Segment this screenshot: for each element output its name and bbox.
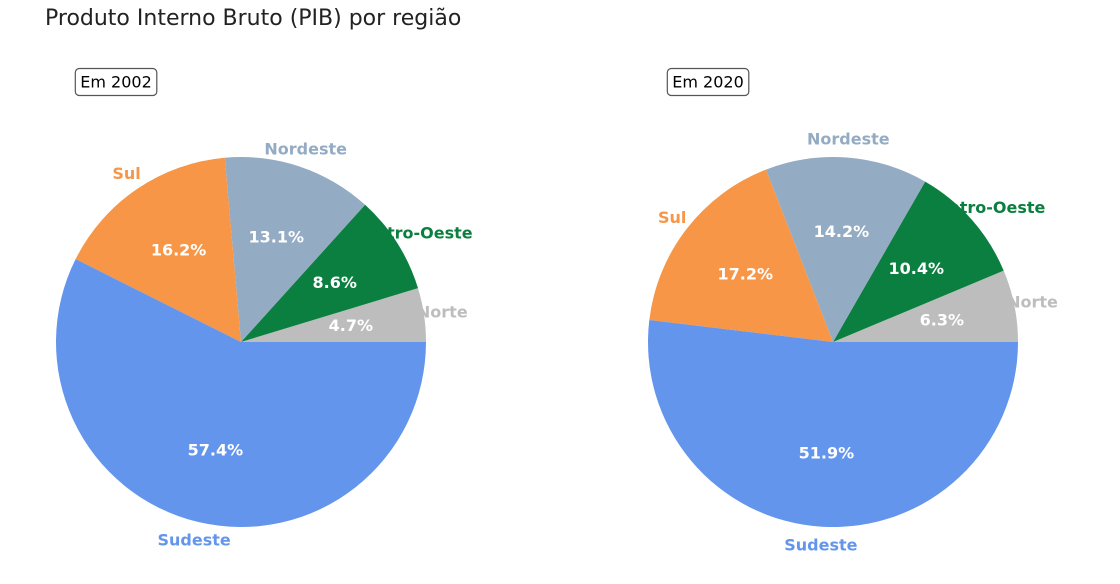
category-label-norte: Norte — [417, 303, 468, 322]
pie-slice-centro-oeste — [833, 181, 1004, 342]
category-label-sudeste: Sudeste — [784, 536, 857, 555]
chart-subtitle-text: Em 2020 — [672, 73, 744, 92]
category-label-nordeste: Nordeste — [264, 140, 347, 159]
pie-slice-sudeste — [56, 259, 427, 528]
category-label-sudeste: Sudeste — [157, 531, 230, 550]
category-label-sul: Sul — [658, 208, 686, 227]
percent-label-sul: 17.2% — [718, 265, 774, 284]
percent-label-norte: 4.7% — [329, 316, 373, 335]
percent-label-centro-oeste: 8.6% — [313, 273, 357, 292]
percent-label-norte: 6.3% — [920, 311, 964, 330]
page-title: Produto Interno Bruto (PIB) por região — [45, 6, 462, 31]
pie-slice-centro-oeste — [241, 204, 418, 342]
chart-subtitle-2: Em 2020 — [666, 67, 750, 97]
pie-chart-2: 6.3% Norte 10.4% Centro-Oeste 14.2% Nordeste 1… — [648, 67, 1058, 555]
category-label-norte: Norte — [1007, 293, 1058, 312]
pie-slice-nordeste — [765, 157, 926, 342]
percent-label-sul: 16.2% — [151, 241, 207, 260]
category-label-sul: Sul — [112, 164, 140, 183]
percent-label-sudeste: 57.4% — [188, 441, 244, 460]
percent-label-nordeste: 14.2% — [814, 222, 870, 241]
chart-subtitle-box — [666, 67, 750, 97]
pie-slice-nordeste — [224, 157, 366, 342]
pie-slice-sul — [75, 157, 241, 342]
category-label-nordeste: Nordeste — [807, 130, 890, 149]
pie-slice-norte — [833, 270, 1018, 342]
percent-label-nordeste: 13.1% — [249, 227, 305, 246]
pie-slice-norte — [241, 288, 426, 342]
pie-chart-1: 4.7% Norte 8.6% Centro-Oeste 13.1% Nordeste 16… — [56, 67, 473, 550]
percent-label-centro-oeste: 10.4% — [889, 259, 945, 278]
percent-label-sudeste: 51.9% — [799, 443, 855, 462]
category-label-centro-oeste: Centro-Oeste — [353, 224, 473, 243]
pie-slice-sudeste — [648, 319, 1018, 528]
category-label-centro-oeste: Centro-Oeste — [926, 198, 1046, 217]
chart-subtitle-box — [74, 67, 158, 97]
pie-slice-sul — [649, 169, 833, 342]
chart-subtitle-1: Em 2002 — [74, 67, 158, 97]
chart-subtitle-text: Em 2002 — [80, 73, 152, 92]
